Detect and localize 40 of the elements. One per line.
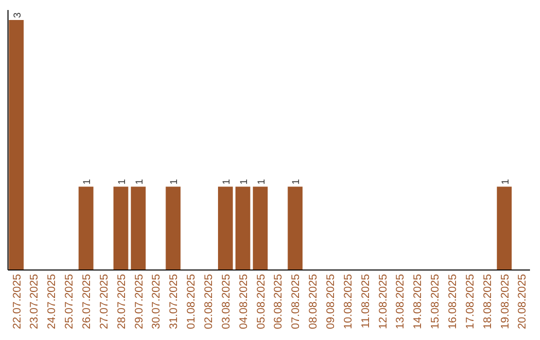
data-label: 3 — [12, 12, 24, 18]
data-label: 1 — [221, 178, 232, 185]
data-label: 1 — [238, 178, 250, 185]
x-tick-label: 11.08.2025 — [360, 274, 372, 328]
x-tick-label: 31.07.2025 — [168, 274, 180, 330]
x-tick-label: 07.08.2025 — [290, 274, 302, 330]
x-tick-label: 02.08.2025 — [203, 274, 215, 330]
x-tick-label: 04.08.2025 — [238, 274, 250, 330]
x-tick-label: 28.07.2025 — [116, 274, 128, 330]
x-tick-label: 20.08.2025 — [516, 274, 529, 330]
data-label: 1 — [169, 178, 180, 185]
x-tick-label: 10.08.2025 — [342, 274, 354, 330]
data-label: 1 — [291, 178, 302, 185]
x-tick-label: 09.08.2025 — [325, 274, 337, 330]
x-tick-label: 17.08.2025 — [464, 274, 476, 330]
data-label: 1 — [116, 178, 128, 185]
x-tick-label: 24.07.2025 — [46, 274, 58, 330]
data-label: 1 — [82, 178, 93, 185]
x-tick-label: 18.08.2025 — [482, 274, 494, 330]
x-tick-label: 01.08.2025 — [186, 274, 198, 330]
x-tick-label: 29.07.2025 — [133, 274, 146, 330]
x-tick-label: 22.07.2025 — [11, 274, 24, 330]
x-tick-label: 03.08.2025 — [220, 274, 232, 330]
x-tick-label: 26.07.2025 — [80, 274, 93, 330]
x-tick-label: 30.07.2025 — [150, 274, 163, 330]
x-tick-label: 27.07.2025 — [98, 274, 110, 330]
x-tick-label: 08.08.2025 — [308, 274, 320, 330]
data-label: 1 — [134, 178, 146, 185]
x-tick-label: 06.08.2025 — [272, 274, 285, 330]
x-tick-label: 05.08.2025 — [255, 274, 268, 330]
x-tick-label: 13.08.2025 — [394, 274, 407, 330]
x-tick-label: 16.08.2025 — [447, 274, 460, 330]
data-label: 1 — [500, 178, 512, 185]
x-tick-label: 25.07.2025 — [64, 274, 76, 330]
x-tick-label: 14.08.2025 — [412, 274, 424, 330]
data-label: 1 — [256, 178, 268, 185]
x-tick-label: 19.08.2025 — [499, 274, 512, 330]
x-tick-label: 12.08.2025 — [377, 274, 390, 330]
x-tick-label: 15.08.2025 — [430, 274, 442, 330]
x-tick-label: 23.07.2025 — [28, 274, 41, 330]
